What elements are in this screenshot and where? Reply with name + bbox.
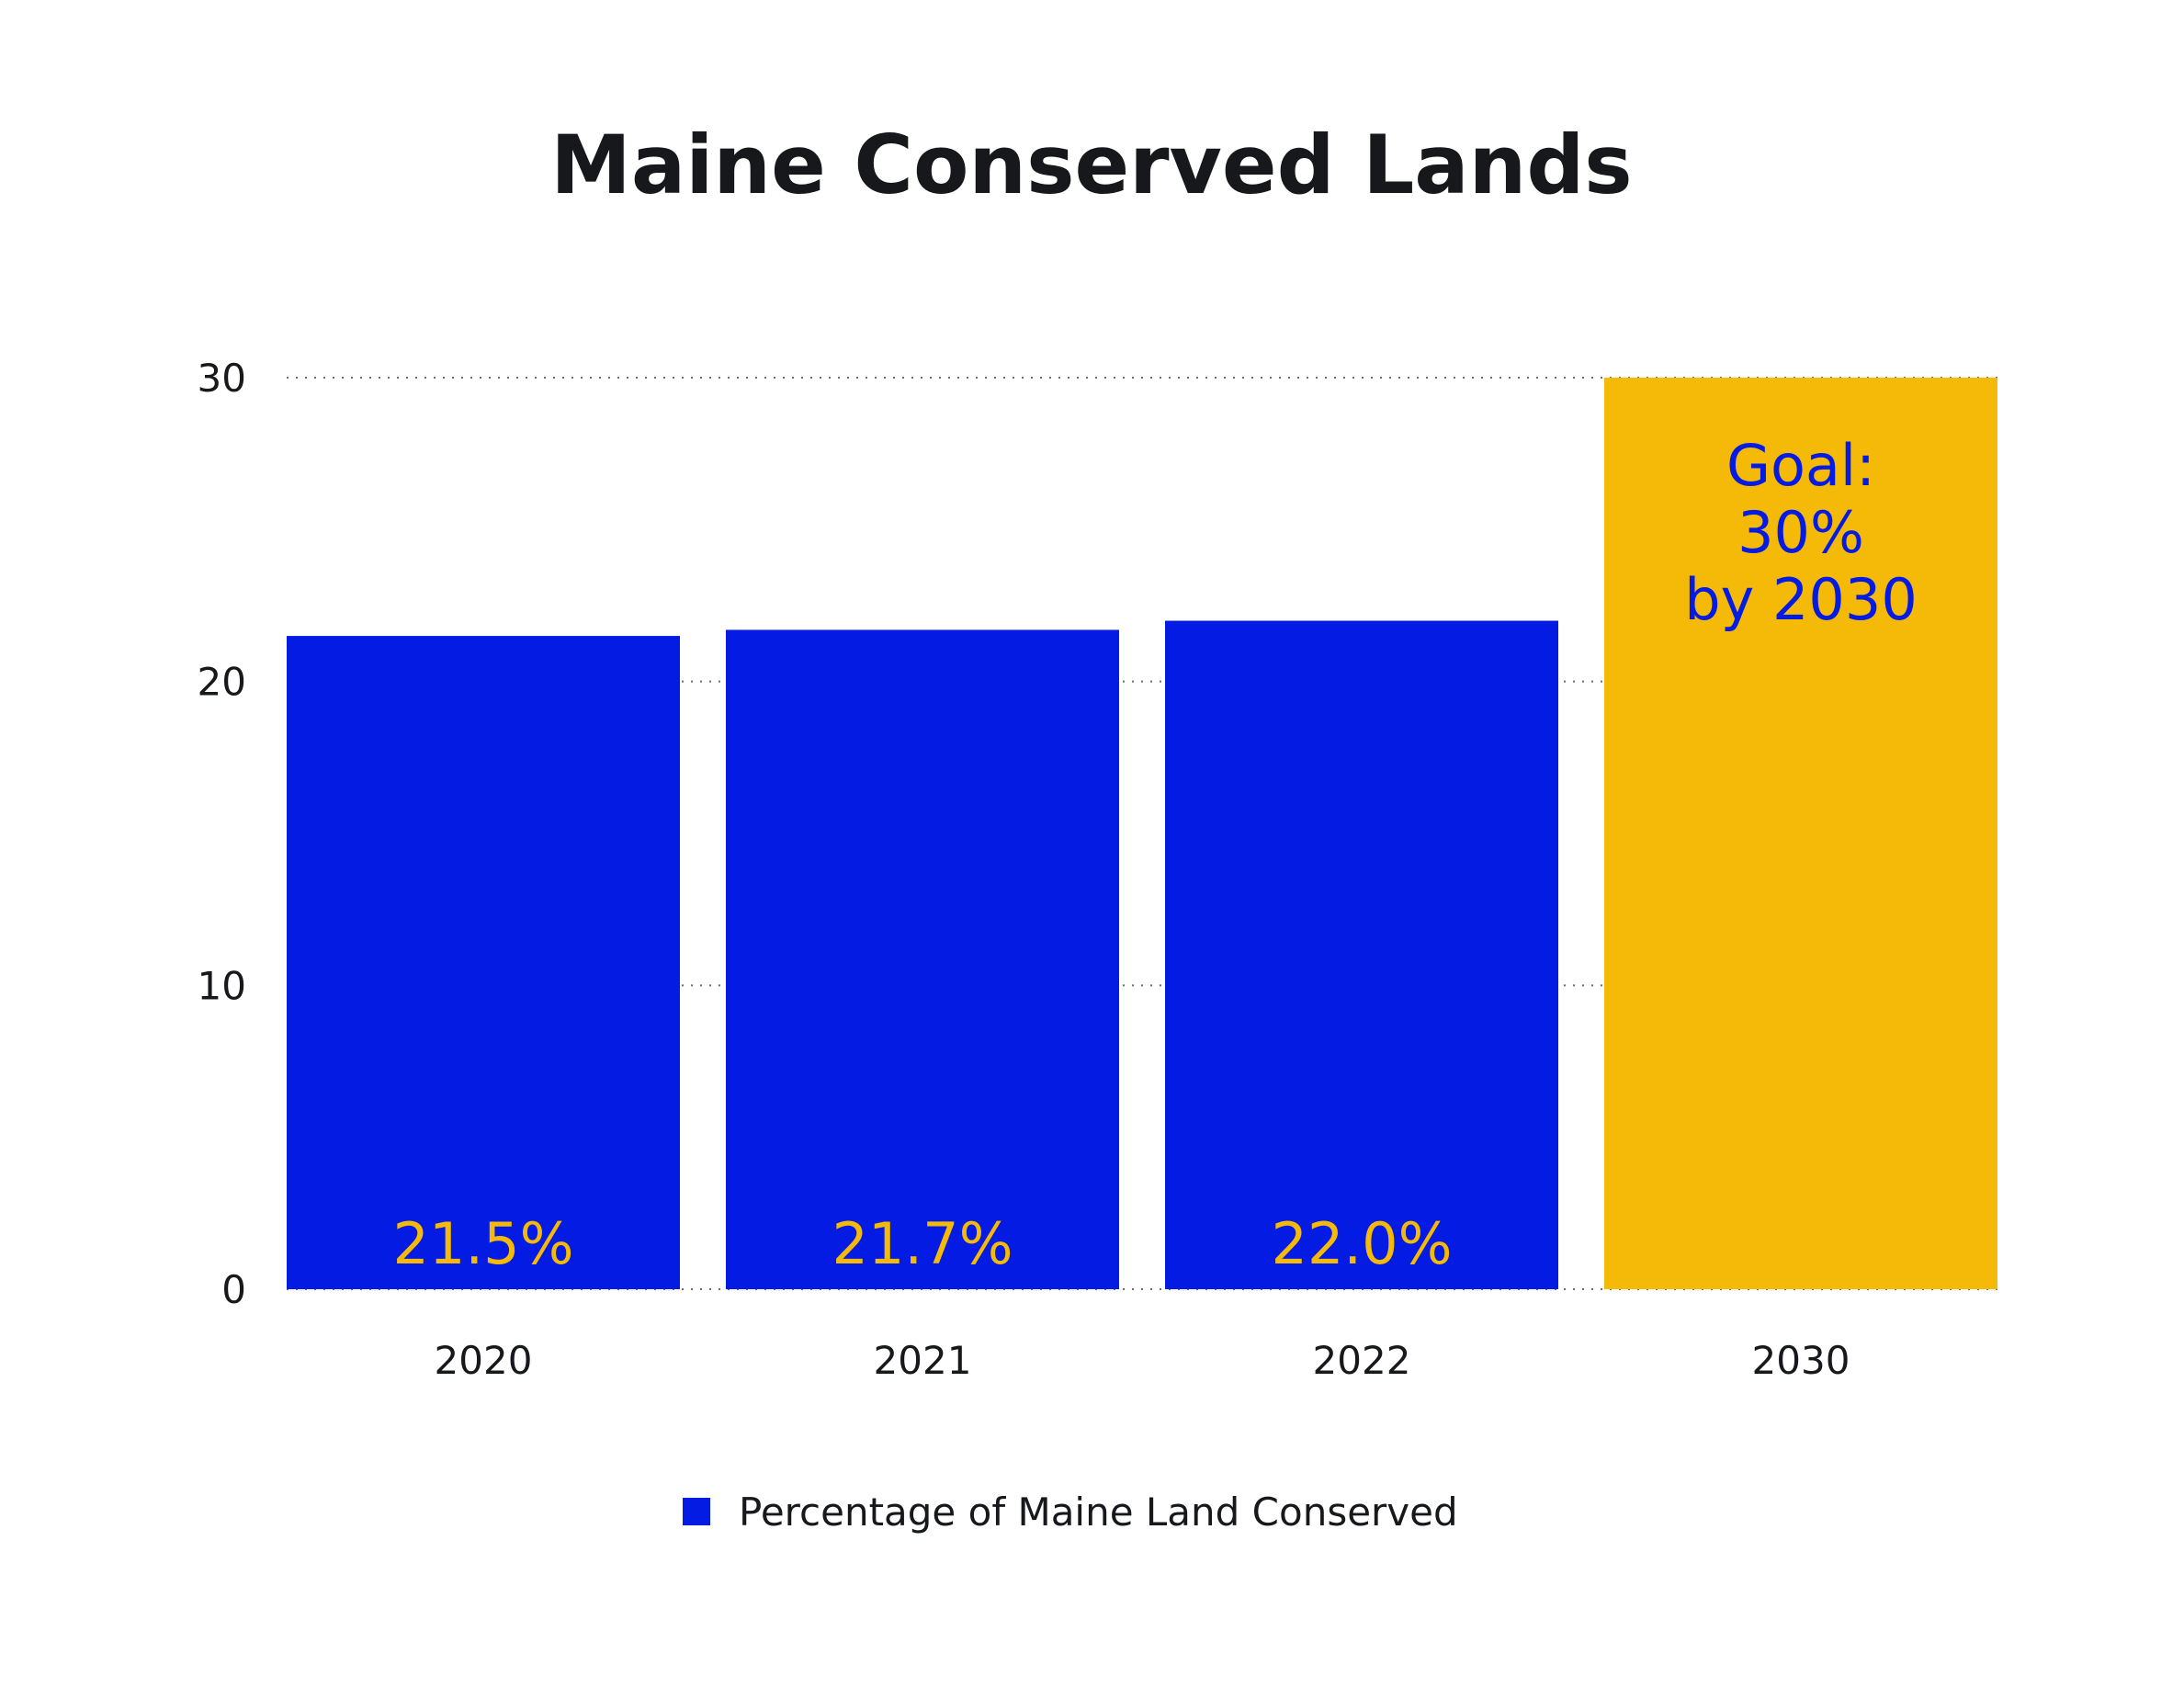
data-label-2020: 21.5% [393,1210,574,1277]
x-tick-label: 2021 [874,1338,972,1383]
bar-goal-2030 [1604,378,1997,1289]
x-tick-label: 2030 [1752,1338,1850,1383]
x-tick-label: 2022 [1313,1338,1411,1383]
legend: Percentage of Maine Land Conserved [683,1490,1458,1535]
goal-annotation-line: by 2030 [1684,566,1918,633]
bar-2021 [726,629,1119,1289]
data-label-2022: 22.0% [1272,1210,1453,1277]
bar-2022 [1165,620,1558,1289]
bars [287,378,1997,1289]
goal-annotation-line: Goal: [1726,432,1875,499]
goal-annotation-line: 30% [1737,499,1864,566]
legend-label: Percentage of Maine Land Conserved [739,1490,1458,1535]
x-tick-label: 2020 [435,1338,533,1383]
chart-title: Maine Conserved Lands [550,118,1632,212]
y-tick-label: 20 [198,660,246,705]
bar-2020 [287,636,680,1289]
data-labels: 21.5% 21.7% 22.0% Goal: 30% by 2030 [393,432,1918,1277]
legend-swatch [683,1498,710,1525]
data-label-2021: 21.7% [832,1210,1013,1277]
y-tick-label: 10 [198,963,246,1008]
goal-annotation: Goal: 30% by 2030 [1684,432,1918,633]
y-tick-label: 0 [221,1267,246,1312]
y-tick-label: 30 [198,356,246,401]
x-axis-ticks: 2020 2021 2022 2030 [435,1338,1850,1383]
y-axis-ticks: 0 10 20 30 [198,356,246,1312]
